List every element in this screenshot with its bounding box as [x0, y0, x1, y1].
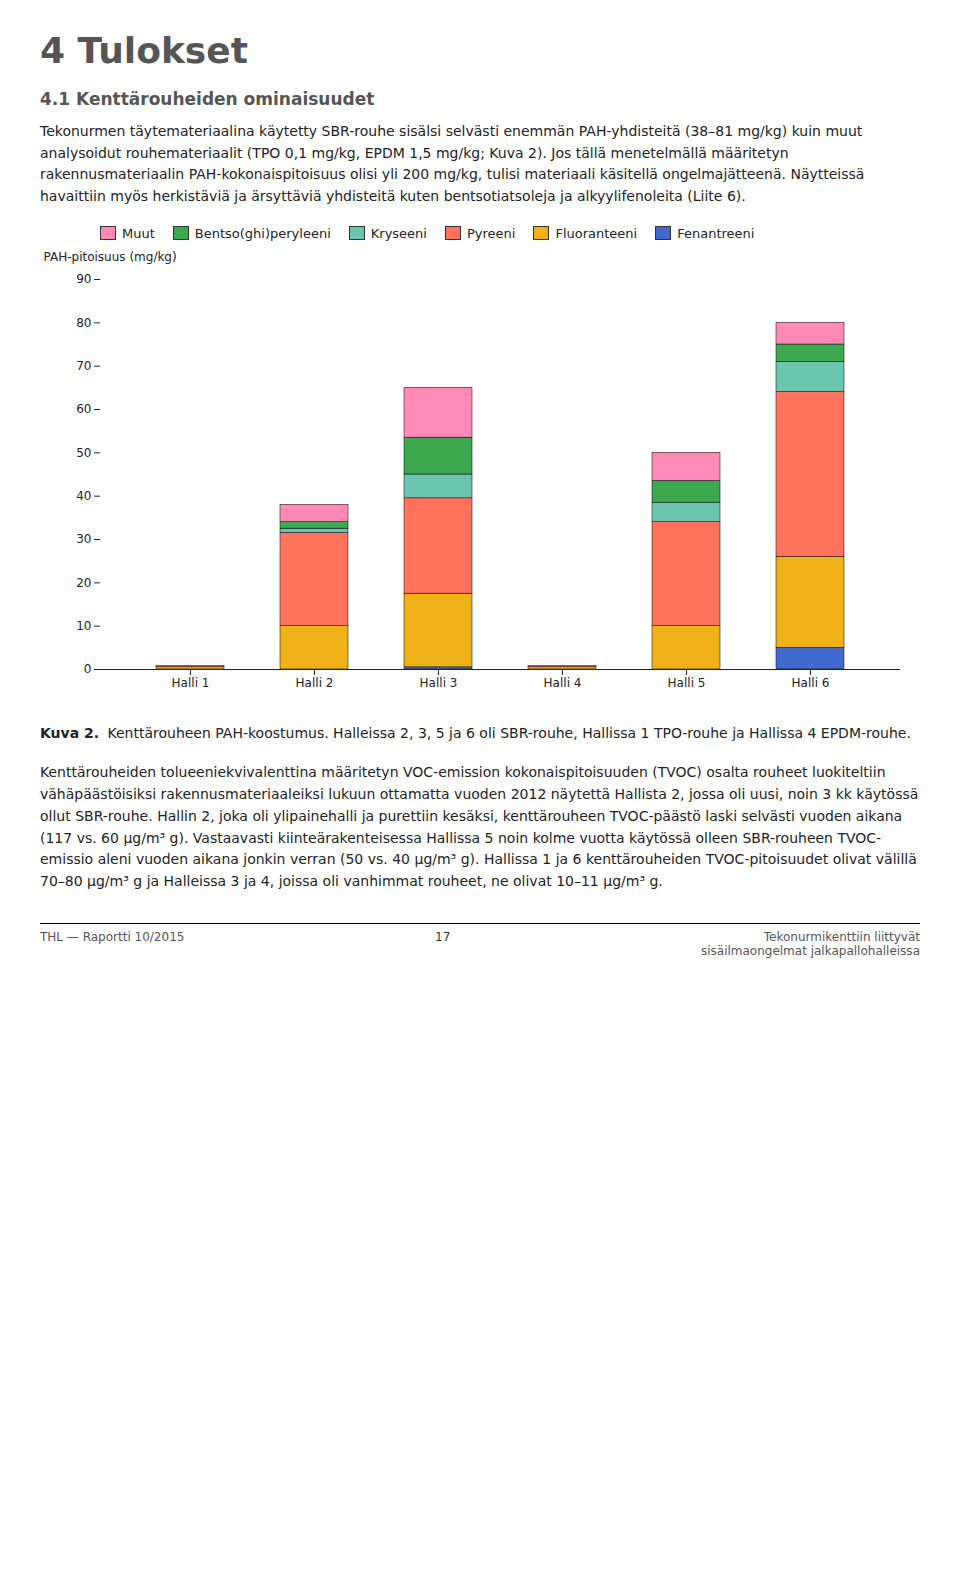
html-text:4.1 Kenttärouheiden ominaisuud: 4.1 Kenttärouheiden ominaisuudet: [40, 89, 375, 109]
html-text:Bentso(ghi)peryleeni: Bentso(ghi)peryleeni: [194, 225, 331, 241]
html-text:Kenttärouheiden tolueeniekviva: Kenttärouheiden tolueeniekvivalenttina m…: [40, 764, 919, 889]
html-text:Kenttärouheen PAH-koostumus. H: Kenttärouheen PAH-koostumus. Halleissa 2…: [107, 724, 911, 741]
html-text:4 Tulokset: 4 Tulokset: [40, 30, 248, 71]
svg-text:Halli 2: Halli 2: [296, 676, 334, 690]
svg-text:10: 10: [76, 619, 91, 633]
svg-text:60: 60: [76, 402, 91, 416]
svg-text:Halli 3: Halli 3: [420, 676, 458, 690]
html-text:17: 17: [435, 929, 451, 944]
svg-text:90: 90: [76, 272, 91, 286]
svg-text:Halli 5: Halli 5: [668, 676, 706, 690]
svg-text:50: 50: [76, 445, 91, 459]
svg-text:40: 40: [76, 489, 91, 503]
svg-text:80: 80: [76, 315, 91, 329]
html-text:Kuva 2.: Kuva 2.: [40, 724, 100, 741]
html-text:Kryseeni: Kryseeni: [370, 225, 427, 241]
svg-text:PAH-pitoisuus (mg/kg): PAH-pitoisuus (mg/kg): [44, 250, 177, 264]
html-text:Tekonurmen täytemateriaalina k: Tekonurmen täytemateriaalina käytetty SB…: [40, 123, 865, 205]
svg-text:0: 0: [84, 662, 92, 676]
svg-text:Halli 6: Halli 6: [792, 676, 830, 690]
svg-text:20: 20: [76, 575, 91, 589]
html-text:THL — Raportti 10/2015: THL — Raportti 10/2015: [40, 929, 185, 944]
html-text:Tekonurmikenttiin liittyvät si: Tekonurmikenttiin liittyvät sisäilmaonge…: [700, 929, 920, 958]
html-text:Fenantreeni: Fenantreeni: [677, 225, 755, 241]
svg-text:Halli 4: Halli 4: [544, 676, 582, 690]
svg-text:30: 30: [76, 532, 91, 546]
html-text:Pyreeni: Pyreeni: [467, 225, 516, 241]
svg-text:Halli 1: Halli 1: [172, 676, 210, 690]
svg-text:70: 70: [76, 359, 91, 373]
html-text:Muut: Muut: [122, 225, 155, 241]
html-text:Fluoranteeni: Fluoranteeni: [555, 225, 638, 241]
